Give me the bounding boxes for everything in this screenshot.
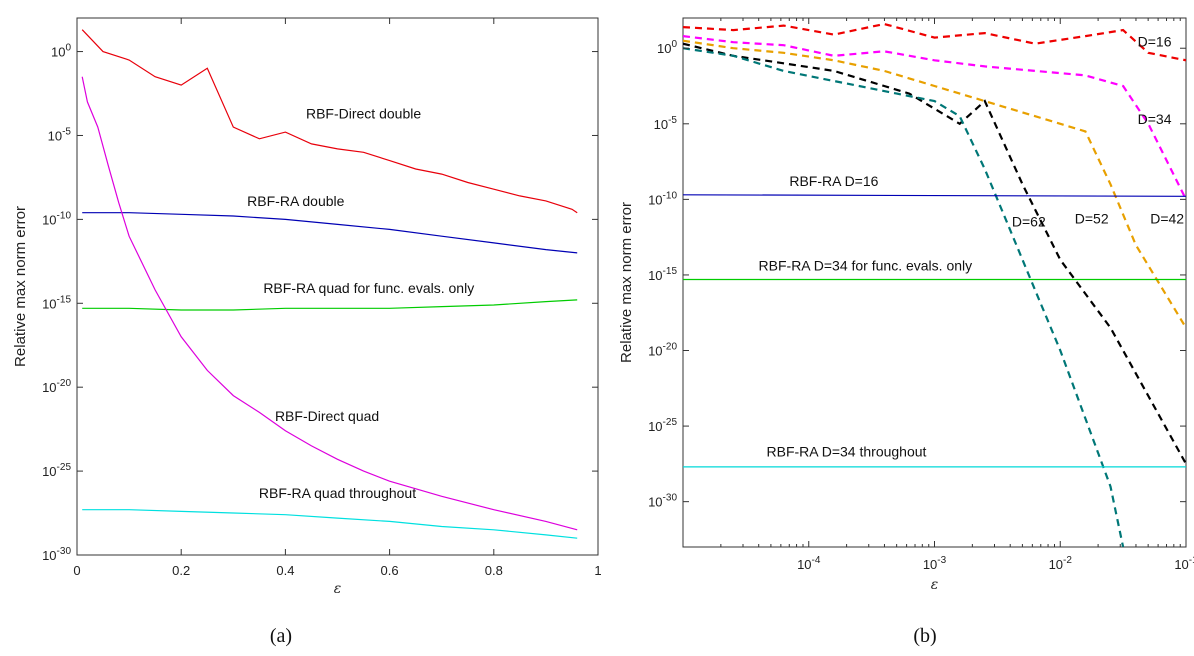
x-tick-label: 10-4	[797, 555, 821, 572]
annotation-label: RBF-RA D=16	[789, 173, 878, 189]
y-tick-label: 10-10	[42, 210, 71, 227]
axes-box	[76, 17, 599, 556]
plot-area	[683, 22, 1186, 547]
series-line-2	[82, 212, 578, 254]
x-tick-label: 10-3	[923, 555, 947, 572]
panel-caption: (b)	[913, 625, 936, 647]
panel-a: 100 10-5 10-10 10-15 10-20 10-25 10-300 0.2 0.4 0…	[12, 17, 602, 647]
plot-area	[81, 29, 578, 539]
y-tick-label: 10-30	[42, 546, 71, 563]
x-tick-label: 10-2	[1049, 555, 1073, 572]
series-line-5	[683, 47, 1125, 547]
y-tick-label: 10-5	[654, 115, 678, 132]
series-line-3	[82, 299, 578, 311]
annotation-label: D=16	[1138, 34, 1172, 50]
annotation-label: RBF-Direct double	[306, 106, 421, 122]
y-tick-label: 10-25	[648, 417, 677, 434]
y-axis-label: Relative max norm error	[12, 206, 29, 367]
x-tick-label: 0.2	[172, 563, 190, 578]
x-tick-label: 1	[594, 563, 601, 578]
y-tick-label: 10-20	[42, 378, 71, 395]
x-tick-label: 0.4	[276, 563, 294, 578]
y-tick-label: 10-15	[42, 294, 71, 311]
y-tick-label: 10-25	[42, 462, 71, 479]
y-tick-label: 100	[657, 39, 677, 56]
annotation-label: RBF-RA quad throughout	[259, 485, 416, 501]
y-tick-label: 100	[51, 43, 71, 60]
annotation-label: D=42	[1150, 211, 1184, 227]
annotation-label: RBF-RA quad for func. evals. only	[263, 280, 474, 296]
y-tick-label: 10-30	[648, 493, 677, 510]
annotation-label: D=52	[1075, 211, 1109, 227]
x-axis-label: ε	[334, 581, 342, 597]
series-line-4	[683, 42, 1186, 465]
x-axis-label: ε	[931, 577, 939, 593]
axes-box	[682, 17, 1187, 548]
annotation-label: RBF-RA double	[247, 193, 344, 209]
x-tick-label: 0.6	[381, 563, 399, 578]
y-tick-label: 10-10	[648, 190, 677, 207]
y-tick-label: 10-5	[48, 126, 72, 143]
y-axis-label: Relative max norm error	[618, 202, 635, 363]
x-tick-label: 0.8	[485, 563, 503, 578]
series-line-6	[683, 194, 1186, 197]
annotation-label: D=34	[1138, 111, 1172, 127]
panel-caption: (a)	[270, 625, 292, 647]
series-line-1	[81, 29, 578, 214]
series-line-1	[683, 22, 1186, 62]
x-tick-label: 0	[73, 563, 80, 578]
series-line-5	[82, 509, 578, 539]
annotation-label: D=62	[1012, 214, 1046, 230]
annotation-label: RBF-Direct quad	[275, 408, 379, 424]
series-line-4	[81, 76, 578, 531]
series-line-3	[683, 39, 1186, 329]
x-tick-label: 10-1	[1174, 555, 1194, 572]
annotation-label: RBF-RA D=34 throughout	[767, 443, 927, 459]
y-tick-label: 10-20	[648, 342, 677, 359]
y-tick-label: 10-15	[648, 266, 677, 283]
annotation-label: RBF-RA D=34 for func. evals. only	[759, 257, 973, 273]
panel-b: 100 10-5 10-10 10-15 10-20 10-25 10-30 10-4 10-3…	[618, 17, 1194, 647]
series-line-2	[683, 35, 1186, 200]
